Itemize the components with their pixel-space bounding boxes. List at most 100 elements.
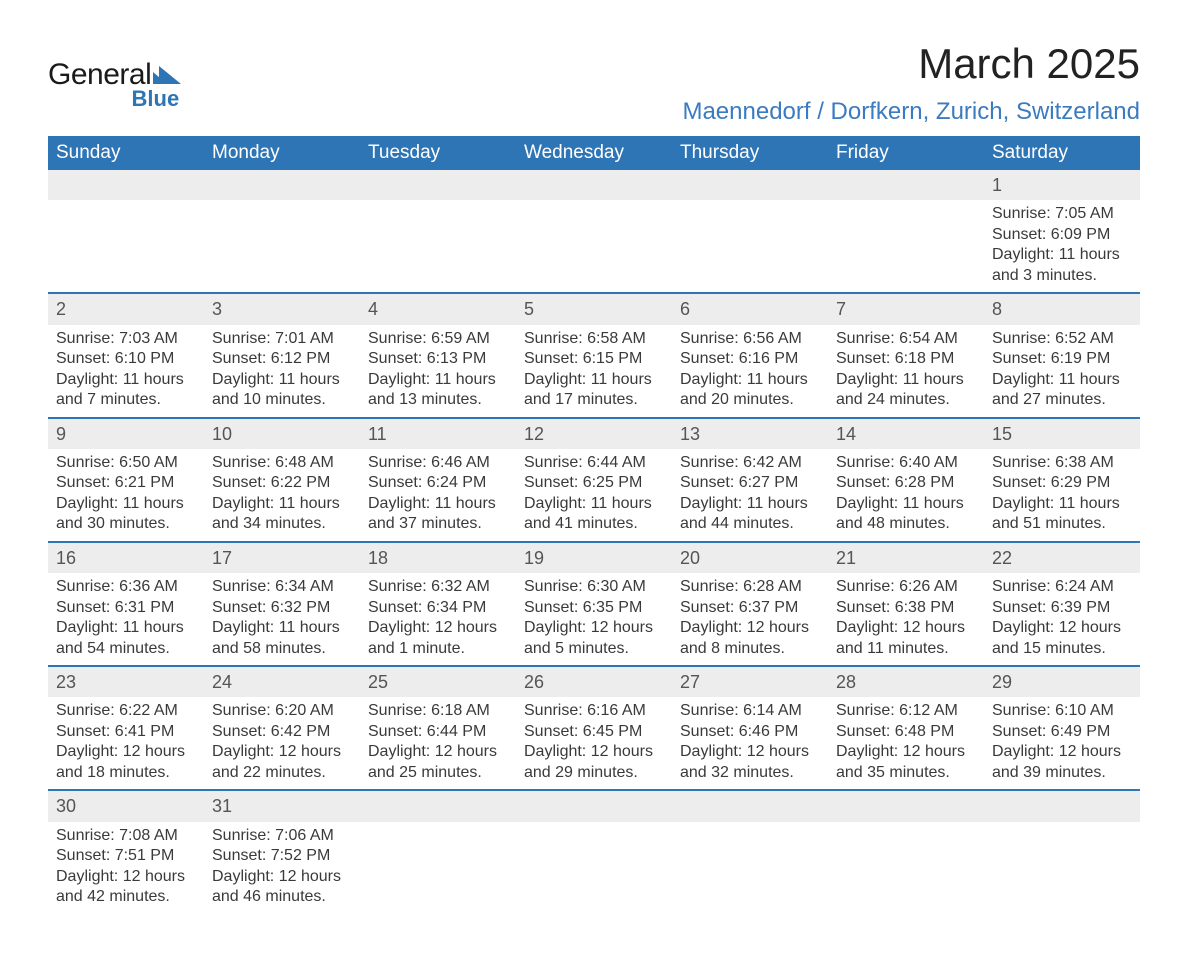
calendar-cell: 12Sunrise: 6:44 AMSunset: 6:25 PMDayligh…	[516, 418, 672, 542]
day-number: 28	[828, 667, 984, 697]
day-body	[516, 822, 672, 832]
day-number: 11	[360, 419, 516, 449]
sunset-text: Sunset: 7:51 PM	[56, 846, 196, 866]
day-body	[828, 822, 984, 832]
calendar-cell	[360, 170, 516, 293]
header-row: General Blue March 2025 Maennedorf / Dor…	[48, 40, 1140, 126]
daylight-text: Daylight: 12 hours and 29 minutes.	[524, 742, 664, 783]
sunrise-text: Sunrise: 6:30 AM	[524, 577, 664, 597]
sunset-text: Sunset: 6:18 PM	[836, 349, 976, 369]
sunset-text: Sunset: 6:24 PM	[368, 473, 508, 493]
daylight-text: Daylight: 11 hours and 48 minutes.	[836, 494, 976, 535]
sunrise-text: Sunrise: 7:03 AM	[56, 329, 196, 349]
daylight-text: Daylight: 11 hours and 30 minutes.	[56, 494, 196, 535]
calendar-cell: 4Sunrise: 6:59 AMSunset: 6:13 PMDaylight…	[360, 293, 516, 417]
sunset-text: Sunset: 6:41 PM	[56, 722, 196, 742]
calendar-cell: 19Sunrise: 6:30 AMSunset: 6:35 PMDayligh…	[516, 542, 672, 666]
calendar-cell: 11Sunrise: 6:46 AMSunset: 6:24 PMDayligh…	[360, 418, 516, 542]
day-body: Sunrise: 7:06 AMSunset: 7:52 PMDaylight:…	[204, 822, 360, 914]
calendar-cell: 31Sunrise: 7:06 AMSunset: 7:52 PMDayligh…	[204, 790, 360, 913]
sunset-text: Sunset: 6:10 PM	[56, 349, 196, 369]
sunrise-text: Sunrise: 6:54 AM	[836, 329, 976, 349]
calendar-cell: 29Sunrise: 6:10 AMSunset: 6:49 PMDayligh…	[984, 666, 1140, 790]
calendar-cell: 24Sunrise: 6:20 AMSunset: 6:42 PMDayligh…	[204, 666, 360, 790]
sunset-text: Sunset: 6:39 PM	[992, 598, 1132, 618]
day-body: Sunrise: 6:32 AMSunset: 6:34 PMDaylight:…	[360, 573, 516, 665]
day-number	[204, 170, 360, 200]
daylight-text: Daylight: 11 hours and 51 minutes.	[992, 494, 1132, 535]
day-body: Sunrise: 7:01 AMSunset: 6:12 PMDaylight:…	[204, 325, 360, 417]
daylight-text: Daylight: 12 hours and 8 minutes.	[680, 618, 820, 659]
sunrise-text: Sunrise: 6:48 AM	[212, 453, 352, 473]
day-number: 29	[984, 667, 1140, 697]
weekday-header: Friday	[828, 136, 984, 170]
sunrise-text: Sunrise: 6:12 AM	[836, 701, 976, 721]
sunrise-text: Sunrise: 7:06 AM	[212, 826, 352, 846]
day-number: 6	[672, 294, 828, 324]
sunset-text: Sunset: 6:32 PM	[212, 598, 352, 618]
sunrise-text: Sunrise: 6:36 AM	[56, 577, 196, 597]
day-number: 3	[204, 294, 360, 324]
sunset-text: Sunset: 6:46 PM	[680, 722, 820, 742]
calendar-cell: 1Sunrise: 7:05 AMSunset: 6:09 PMDaylight…	[984, 170, 1140, 293]
day-number: 12	[516, 419, 672, 449]
calendar-cell: 10Sunrise: 6:48 AMSunset: 6:22 PMDayligh…	[204, 418, 360, 542]
day-body: Sunrise: 6:50 AMSunset: 6:21 PMDaylight:…	[48, 449, 204, 541]
sunset-text: Sunset: 6:09 PM	[992, 225, 1132, 245]
daylight-text: Daylight: 12 hours and 5 minutes.	[524, 618, 664, 659]
calendar-cell	[204, 170, 360, 293]
daylight-text: Daylight: 12 hours and 32 minutes.	[680, 742, 820, 783]
calendar-body: 1 Sunrise: 7:05 AMSunset: 6:09 PM Daylight…	[48, 170, 1140, 914]
sunrise-text: Sunrise: 6:24 AM	[992, 577, 1132, 597]
daylight-text: Daylight: 12 hours and 18 minutes.	[56, 742, 196, 783]
day-body: Sunrise: 6:28 AMSunset: 6:37 PMDaylight:…	[672, 573, 828, 665]
sunrise-text: Sunrise: 7:05 AM	[992, 204, 1132, 224]
day-number	[516, 791, 672, 821]
sunrise-text: Sunrise: 6:59 AM	[368, 329, 508, 349]
sunrise-text: Sunrise: 6:40 AM	[836, 453, 976, 473]
day-number	[984, 791, 1140, 821]
weekday-header: Saturday	[984, 136, 1140, 170]
sunrise-text: Sunrise: 7:01 AM	[212, 329, 352, 349]
sunset-text: Sunset: 6:45 PM	[524, 722, 664, 742]
day-body: Sunrise: 6:36 AMSunset: 6:31 PMDaylight:…	[48, 573, 204, 665]
day-body: Sunrise: 6:16 AMSunset: 6:45 PMDaylight:…	[516, 697, 672, 789]
sunrise-text: Sunrise: 6:42 AM	[680, 453, 820, 473]
daylight-text: Daylight: 12 hours and 25 minutes.	[368, 742, 508, 783]
daylight-text: Daylight: 12 hours and 15 minutes.	[992, 618, 1132, 659]
daylight-text: Daylight: 11 hours and 34 minutes.	[212, 494, 352, 535]
daylight-text: Daylight: 11 hours and 13 minutes.	[368, 370, 508, 411]
calendar-cell: 22Sunrise: 6:24 AMSunset: 6:39 PMDayligh…	[984, 542, 1140, 666]
daylight-text: Daylight: 12 hours and 11 minutes.	[836, 618, 976, 659]
calendar-cell	[672, 170, 828, 293]
day-number: 14	[828, 419, 984, 449]
sunset-text: Sunset: 6:37 PM	[680, 598, 820, 618]
day-body	[828, 200, 984, 210]
daylight-text: Daylight: 12 hours and 22 minutes.	[212, 742, 352, 783]
sunrise-text: Sunrise: 6:44 AM	[524, 453, 664, 473]
calendar-cell	[828, 170, 984, 293]
calendar-cell	[984, 790, 1140, 913]
day-number: 5	[516, 294, 672, 324]
calendar-table: SundayMondayTuesdayWednesdayThursdayFrid…	[48, 136, 1140, 914]
sunrise-text: Sunrise: 7:08 AM	[56, 826, 196, 846]
daylight-text: Daylight: 12 hours and 46 minutes.	[212, 867, 352, 908]
sunrise-text: Sunrise: 6:32 AM	[368, 577, 508, 597]
day-number: 18	[360, 543, 516, 573]
sunrise-text: Sunrise: 6:26 AM	[836, 577, 976, 597]
calendar-cell: 18Sunrise: 6:32 AMSunset: 6:34 PMDayligh…	[360, 542, 516, 666]
sunrise-text: Sunrise: 6:52 AM	[992, 329, 1132, 349]
day-body: Sunrise: 6:14 AMSunset: 6:46 PMDaylight:…	[672, 697, 828, 789]
calendar-cell	[48, 170, 204, 293]
sunrise-text: Sunrise: 6:46 AM	[368, 453, 508, 473]
sunset-text: Sunset: 6:25 PM	[524, 473, 664, 493]
day-number	[828, 170, 984, 200]
sunrise-text: Sunrise: 6:34 AM	[212, 577, 352, 597]
calendar-cell	[516, 170, 672, 293]
day-body: Sunrise: 7:08 AMSunset: 7:51 PMDaylight:…	[48, 822, 204, 914]
calendar-cell	[672, 790, 828, 913]
day-number: 23	[48, 667, 204, 697]
day-body: Sunrise: 6:18 AMSunset: 6:44 PMDaylight:…	[360, 697, 516, 789]
day-body: Sunrise: 6:26 AMSunset: 6:38 PMDaylight:…	[828, 573, 984, 665]
day-number: 1	[984, 170, 1140, 200]
